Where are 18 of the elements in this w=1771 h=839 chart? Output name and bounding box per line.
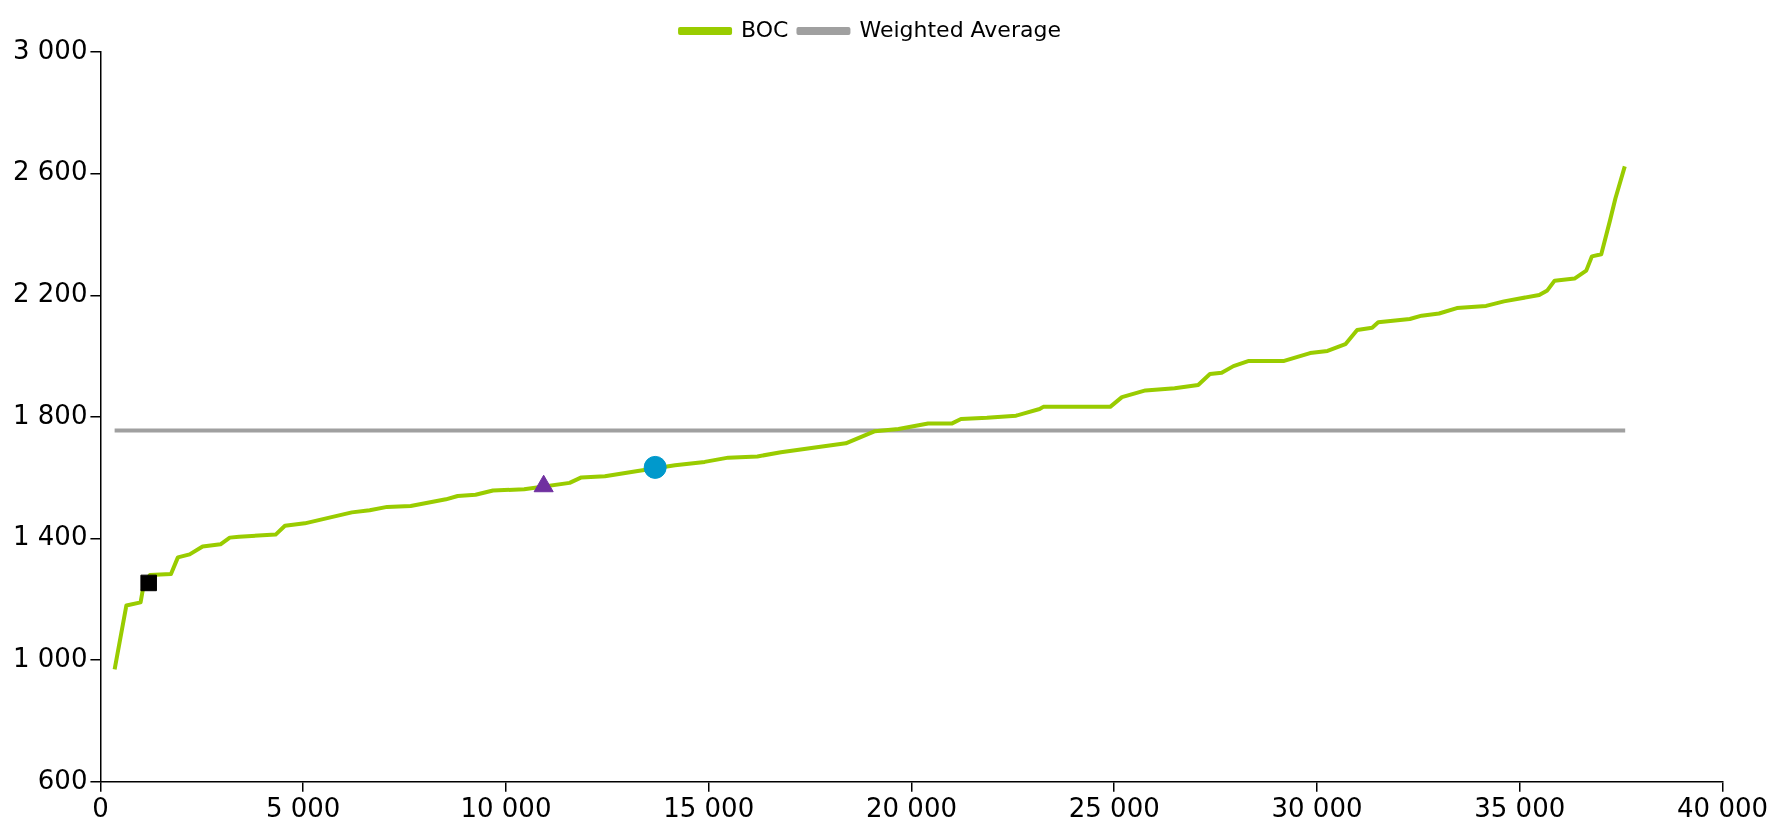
- y-tick-label: 1 800: [13, 399, 88, 430]
- y-tick-label: 1 400: [13, 521, 88, 552]
- y-tick-label: 2 600: [13, 156, 88, 187]
- x-tick-label: 0: [92, 793, 109, 824]
- legend-label: Weighted Average: [859, 16, 1061, 42]
- x-tick-label: 5 000: [265, 793, 341, 824]
- x-tick-label: 20 000: [865, 793, 957, 824]
- legend-label: BOC: [741, 16, 789, 42]
- x-tick-label: 25 000: [1068, 793, 1160, 824]
- x-tick-label: 30 000: [1271, 793, 1363, 824]
- x-tick-label: 40 000: [1677, 793, 1768, 824]
- x-tick-label: 10 000: [460, 793, 552, 824]
- y-tick-label: 2 200: [13, 278, 88, 309]
- x-tick-label: 35 000: [1474, 793, 1566, 824]
- y-tick-label: 600: [37, 764, 88, 795]
- x-tick-label: 15 000: [663, 793, 755, 824]
- y-tick-label: 3 000: [13, 34, 88, 65]
- y-tick-label: 1 000: [13, 642, 88, 673]
